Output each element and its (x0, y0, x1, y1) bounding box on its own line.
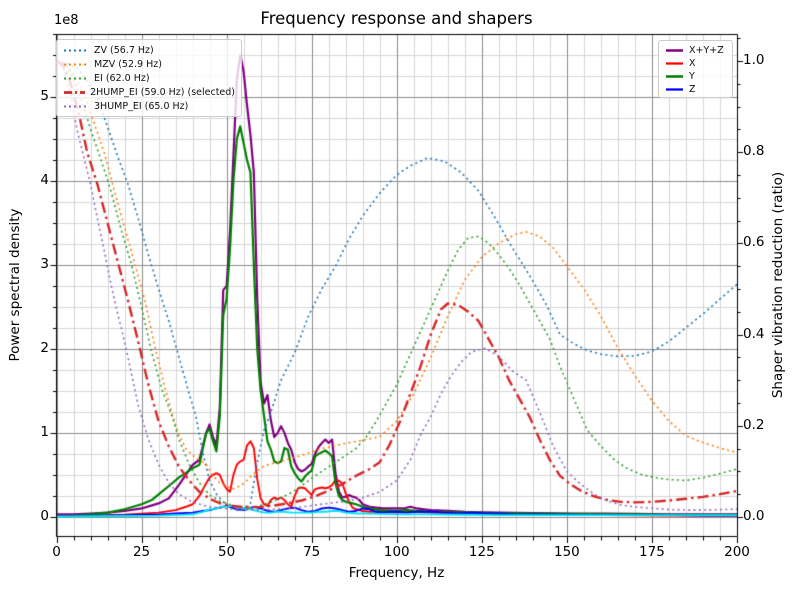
legend-label: Z (689, 84, 696, 95)
legend-label: ZV (56.7 Hz) (94, 44, 154, 56)
legend-sample-line (666, 75, 683, 78)
x-tick-label: 25 (132, 544, 151, 560)
legend-item-psd_sum: X+Y+Z (665, 44, 726, 57)
legend-label: Y (689, 71, 695, 82)
y-tick-label-right: 0.4 (743, 325, 765, 342)
y-axis-label-left: Power spectral density (7, 208, 23, 362)
legend-sample-line (64, 91, 86, 95)
y-tick-label-right: 1.0 (743, 51, 765, 68)
x-tick-label: 0 (52, 544, 61, 560)
legend-sample-line (64, 63, 88, 66)
x-tick-label: 125 (468, 544, 495, 560)
y-tick-label-left: 0 (40, 507, 49, 524)
legend-sample-line (64, 49, 88, 52)
legend-sample-line (666, 88, 683, 91)
legend-sample-line (64, 77, 88, 80)
x-tick-label: 100 (383, 544, 410, 560)
legend-item-hump2_ei: 2HUMP_EI (59.0 Hz) (selected) (63, 86, 235, 100)
legend-item-ei: EI (62.0 Hz) (63, 71, 235, 85)
legend-item-psd_y: Y (665, 70, 726, 83)
y-tick-label-left: 5 (40, 87, 49, 104)
y-axis-label-right: Shaper vibration reduction (ratio) (770, 171, 786, 399)
legend-item-psd_z: Z (665, 83, 726, 96)
y-tick-label-right: 0.8 (743, 143, 765, 160)
legend-label: X (689, 58, 696, 69)
chart-title: Frequency response and shapers (260, 9, 533, 28)
y-tick-label-left: 4 (40, 171, 49, 188)
y-tick-label-left: 1 (40, 423, 49, 440)
legend-item-mzv: MZV (52.9 Hz) (63, 57, 235, 71)
x-tick-label: 150 (553, 544, 580, 560)
shaper-legend: ZV (56.7 Hz) MZV (52.9 Hz) EI (62.0 Hz) 2HU… (56, 39, 242, 117)
y-tick-label-right: 0.6 (743, 234, 765, 251)
y-tick-label-right: 0.0 (743, 507, 765, 524)
legend-label: 2HUMP_EI (59.0 Hz) (selected) (90, 87, 235, 99)
x-tick-label: 200 (724, 544, 750, 560)
legend-label: MZV (52.9 Hz) (94, 58, 162, 70)
signal-legend: X+Y+Z X Y Z (658, 40, 733, 98)
legend-item-psd_x: X (665, 57, 726, 70)
y-tick-label-left: 2 (40, 339, 49, 356)
legend-sample-line (666, 62, 683, 65)
legend-item-zv: ZV (56.7 Hz) (63, 43, 235, 57)
legend-sample-line (666, 49, 683, 52)
legend-label: 3HUMP_EI (65.0 Hz) (94, 101, 189, 113)
x-tick-label: 50 (218, 544, 236, 560)
y-tick-label-right: 0.2 (743, 416, 765, 433)
y-axis-offset-text: 1e8 (54, 13, 79, 28)
legend-item-hump3_ei: 3HUMP_EI (65.0 Hz) (63, 100, 235, 114)
legend-sample-line (64, 105, 88, 108)
legend-label: X+Y+Z (689, 45, 724, 56)
x-tick-label: 175 (639, 544, 665, 560)
x-tick-label: 75 (303, 544, 321, 560)
legend-label: EI (62.0 Hz) (94, 72, 150, 84)
x-axis-label: Frequency, Hz (348, 565, 445, 581)
y-tick-label-left: 3 (40, 255, 49, 272)
